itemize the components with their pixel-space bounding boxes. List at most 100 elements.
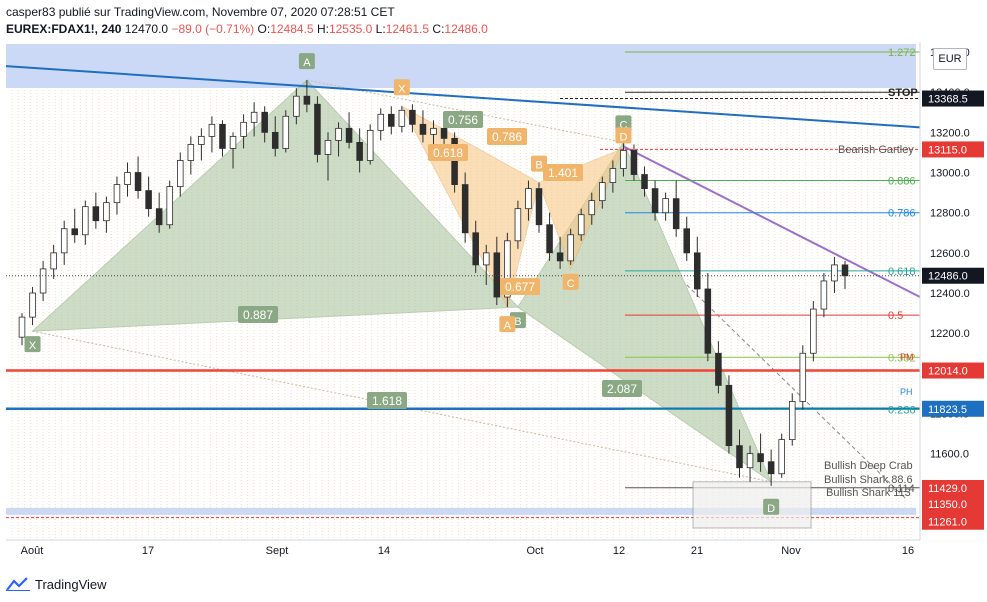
candle-body [461,184,469,234]
ratio-0887: 0.887 [238,306,278,323]
ratio-0756: 0.756 [443,111,483,128]
ratio-bg [443,111,483,128]
ratio-bg [602,380,642,397]
candle [757,433,764,472]
candle [345,112,353,149]
candle [145,176,152,217]
candle-body [50,252,57,270]
candle [841,260,849,289]
price-tag-bg [922,90,984,107]
point-tag-text: C [619,119,627,131]
candle [599,176,606,209]
price-tag-text: 13368.5 [928,94,968,106]
candle-body [810,308,817,354]
price-tag-bg [922,479,984,496]
candle [208,116,216,153]
point-tag-text: C [567,278,575,290]
candle-body [409,109,416,125]
ratio-1401: 1.401 [543,164,583,181]
candle [672,180,680,237]
candle-body [778,439,785,475]
candle [620,142,627,177]
candle-body [757,453,764,463]
candle-body [303,95,311,105]
fib-level-label: 1.272 [888,47,916,59]
candle-body [736,445,743,469]
candle-body [419,123,427,135]
annotation-ph: PH [900,387,913,397]
candle-body [250,111,258,123]
point-tag-bg [615,127,632,144]
price-tag-text: 11261.0 [928,517,967,529]
candle [324,132,332,181]
price-tag: 12486.0 [922,267,984,284]
symbol-line: EUREX:FDAX1!, 240 12470.0 −89.0 (−0.71%)… [6,22,488,36]
candle [388,106,395,135]
x-tick-label: 16 [902,545,914,557]
candle-body [588,200,596,216]
ratio-1618: 1.618 [367,392,407,409]
candle [746,445,754,482]
candle-body [694,252,701,290]
candle-body [746,453,754,469]
candle [177,152,184,197]
point-tag-text: D [619,131,627,143]
candle [187,136,195,175]
candle [271,116,279,157]
low-value: 12461.5 [385,22,430,36]
bullish-zone-box [692,481,812,529]
currency-button[interactable]: EUR [933,48,967,70]
candle-body [198,135,205,145]
candle [451,132,458,193]
x-tick-label: Nov [781,545,801,557]
x-tick-label: 17 [142,545,154,557]
candle [282,110,290,153]
candle [229,132,237,169]
x-tick-label: 12 [613,545,625,557]
candle-body [314,103,321,155]
candle-body [662,198,669,214]
ratio-0786: 0.786 [487,128,527,145]
candle [767,449,775,486]
fib-level-label: 0.236 [888,404,916,416]
candle-body [799,352,807,402]
price-tag-bg [922,141,984,158]
candle-body [451,137,458,185]
candle-body [430,127,437,135]
ratio-text: 0.618 [433,146,463,160]
point-tag-bg [298,53,315,70]
ratio-0677: 0.677 [500,278,540,295]
candle-body [683,228,690,254]
ratio-bg [543,164,583,181]
candle [493,236,501,306]
ratio-text: 2.087 [607,382,637,396]
candle-body [641,174,648,189]
candle-body [440,127,448,139]
candle [725,375,733,454]
price-tag-bg [922,267,984,284]
candle-body [219,123,226,149]
tradingview-logo-icon [6,577,30,591]
orange-point-d: D [615,127,632,144]
orange-point-x: X [393,79,410,96]
candle [250,102,258,137]
candle-body [493,252,501,298]
candle [356,128,363,173]
candle [29,286,36,326]
candle-body [18,316,26,338]
candle [82,200,89,245]
candle-body [841,264,849,277]
price-tag-bg [922,495,984,512]
tradingview-footer[interactable]: TradingView [6,574,107,594]
candle-body [293,95,300,117]
fib-level-label: 0.618 [888,266,916,278]
candle-body [504,240,511,298]
candle [198,128,205,161]
candle [588,192,596,225]
symbol: EUREX:FDAX1!, 240 [6,22,122,36]
candle [788,393,796,446]
candle-body [324,139,332,155]
candle [39,260,47,302]
y-tick-label: 11600.0 [930,449,969,461]
